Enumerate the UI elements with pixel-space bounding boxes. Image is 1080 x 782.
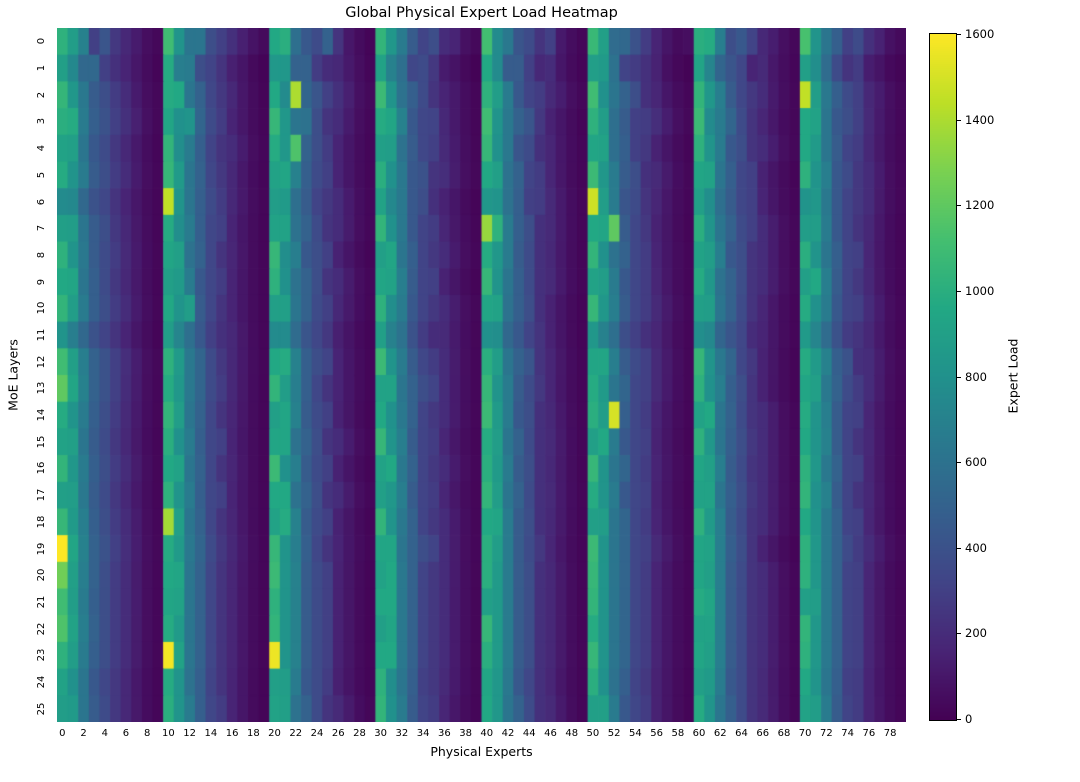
y-tick-label: 3 [36,118,47,125]
heatmap-canvas [57,28,906,722]
y-tick-label: 21 [36,595,47,609]
colorbar-tick-mark [957,205,961,207]
x-tick-label: 76 [862,728,876,739]
y-tick-label: 19 [36,542,47,555]
x-tick-label: 46 [544,728,557,739]
y-tick-label: 22 [36,622,47,635]
colorbar-tick-label: 1400 [965,112,995,127]
colorbar-tick-label: 400 [965,540,987,555]
y-tick-label: 13 [36,381,47,395]
colorbar-tick-mark [957,719,961,720]
x-tick-label: 6 [122,728,130,739]
colorbar-tick-mark [957,34,961,35]
colorbar-tick-mark [957,462,961,464]
y-tick-label: 9 [36,278,47,285]
colorbar-tick-mark [957,547,961,549]
x-tick-label: 62 [713,728,727,739]
x-tick-label: 64 [735,728,748,739]
x-tick-label: 70 [798,728,812,739]
x-tick-label: 52 [607,728,621,739]
y-tick-label: 18 [36,515,47,529]
x-tick-label: 56 [650,728,663,739]
x-tick-label: 42 [501,728,515,739]
x-tick-label: 34 [416,728,430,739]
y-tick-label: 14 [36,408,47,422]
x-tick-label: 18 [246,728,260,739]
y-tick-labels: 0 1 2 3 4 5 6 7 8 9 10 11 12 13 14 15 16 17 18 19 20 21 22 23 24… [30,28,54,722]
colorbar-canvas [929,33,957,721]
y-tick-label: 17 [36,488,47,502]
y-tick-label: 1 [36,64,47,72]
x-tick-label: 78 [883,728,897,739]
x-tick-label: 36 [437,728,451,739]
x-tick-label: 12 [183,728,197,739]
y-axis-label: MoE Layers [0,28,26,722]
y-tick-label: 4 [36,144,47,152]
y-tick-label: 5 [36,171,47,178]
colorbar-tick-label: 800 [965,369,987,384]
colorbar-label: Expert Load [1000,33,1026,719]
y-tick-label: 0 [36,38,47,45]
x-tick-label: 2 [80,728,87,739]
x-tick-label: 0 [59,728,66,739]
y-tick-label: 12 [36,355,47,369]
x-tick-label: 32 [395,728,409,739]
colorbar-tick-label: 1000 [965,283,995,298]
colorbar-tick-mark [957,119,961,121]
x-tick-label: 20 [268,728,281,739]
x-tick-label: 40 [480,728,494,739]
x-tick-label: 66 [756,728,770,739]
x-tick-label: 44 [522,728,536,739]
x-tick-label: 72 [820,728,833,739]
y-tick-label: 7 [36,225,47,232]
y-tick-label: 23 [36,648,47,662]
colorbar-tick-label: 200 [965,626,987,641]
colorbar-tick-mark [957,633,961,635]
colorbar-tick-mark [957,376,961,378]
x-tick-label: 4 [101,728,108,739]
x-tick-label: 50 [586,728,600,739]
x-tick-label: 10 [162,728,175,739]
y-axis-label-text: MoE Layers [5,339,21,411]
x-tick-label: 8 [144,728,151,739]
x-tick-label: 38 [459,728,472,739]
y-tick-label: 15 [36,435,47,449]
x-tick-label: 68 [777,728,791,739]
y-tick-label: 24 [36,675,47,689]
x-tick-label: 58 [671,728,685,739]
x-tick-label: 26 [331,728,345,739]
y-tick-label: 8 [36,251,47,259]
x-axis-label: Physical Experts [430,744,533,759]
colorbar-tick-label: 1600 [965,27,995,41]
y-tick-label: 6 [36,198,47,205]
x-tick-label: 24 [310,728,324,739]
colorbar-tick-label: 1200 [965,198,995,213]
chart-title: Global Physical Expert Load Heatmap [345,5,618,21]
colorbar-tick-labels: 0 200 400 600 800 1000 1200 1400 1600 [957,27,1017,726]
x-tick-labels: 0 2 4 6 8 10 12 14 16 18 20 22 24 26 28 30 32 34 36 38 40 42 4… [57,726,906,740]
x-tick-label: 74 [841,728,854,739]
colorbar-tick-label: 0 [965,712,973,726]
y-tick-label: 16 [36,462,47,475]
x-tick-label: 14 [204,728,218,739]
x-tick-label: 28 [353,728,366,739]
y-tick-label: 20 [36,568,47,582]
colorbar-label-text: Expert Load [1005,338,1021,414]
x-tick-label: 16 [225,728,239,739]
x-tick-label: 30 [374,728,388,739]
x-tick-label: 48 [565,728,579,739]
colorbar-tick-label: 600 [965,455,987,470]
x-tick-label: 60 [692,728,706,739]
y-tick-label: 10 [36,301,47,315]
colorbar-tick-mark [957,290,961,292]
y-tick-label: 2 [36,91,47,98]
x-tick-label: 22 [289,728,303,739]
x-tick-label: 54 [629,728,642,739]
y-tick-label: 25 [36,702,47,716]
y-tick-label: 11 [36,328,47,342]
